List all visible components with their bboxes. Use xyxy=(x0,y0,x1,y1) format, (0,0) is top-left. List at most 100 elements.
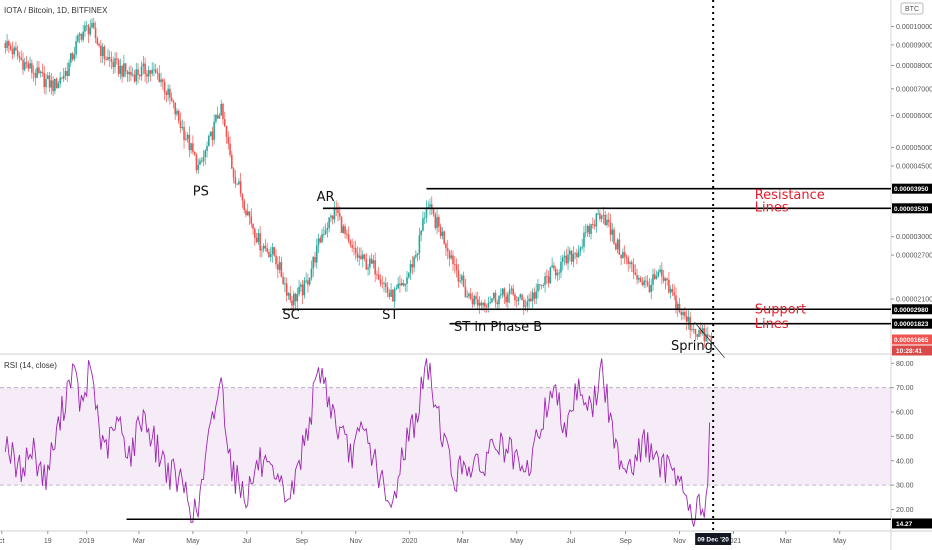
candle-body xyxy=(223,119,226,126)
candle-body xyxy=(531,292,534,302)
candle-body xyxy=(671,288,674,293)
candle-body xyxy=(565,255,568,264)
time-tick-label: May xyxy=(186,538,200,545)
time-tick-label: Jul xyxy=(242,538,251,545)
candle-body xyxy=(583,232,585,247)
candle-body xyxy=(386,287,389,293)
candle-body xyxy=(666,278,668,280)
price-tick-label: 0.00010000 xyxy=(896,24,932,31)
candle-body xyxy=(73,54,76,60)
candle-body xyxy=(457,270,460,282)
time-tick-label: May xyxy=(833,538,847,545)
candle-body xyxy=(36,67,38,78)
candle-body xyxy=(600,215,603,220)
candle-body xyxy=(31,63,33,73)
candle-body xyxy=(510,288,513,291)
candle-body xyxy=(349,240,352,246)
currency-badge[interactable]: BTC xyxy=(900,2,924,15)
annotation-label[interactable]: Lines xyxy=(755,317,789,332)
candle-body xyxy=(245,210,247,216)
candle-body xyxy=(395,288,398,290)
candle-body xyxy=(59,77,61,84)
candle-body xyxy=(211,131,214,140)
candle-body xyxy=(69,53,72,63)
candle-body xyxy=(356,253,359,258)
candle-body xyxy=(523,299,525,307)
candle-body xyxy=(220,104,223,116)
candle-body xyxy=(255,237,258,243)
annotation-label[interactable]: Spring xyxy=(671,339,713,354)
annotation-label[interactable]: Resistance xyxy=(755,188,825,203)
annotation-label[interactable]: PS xyxy=(193,184,209,199)
candle-body xyxy=(399,283,401,286)
candle-body xyxy=(261,249,263,251)
candle-body xyxy=(448,251,451,259)
candle-body xyxy=(96,38,99,45)
price-axis[interactable]: 0.00010000 0.00009000 0.00008000 0.00007000… xyxy=(891,24,932,356)
candle-body xyxy=(50,80,53,88)
candle-body xyxy=(153,69,155,71)
candle-body xyxy=(517,296,520,302)
candle-body xyxy=(112,61,115,68)
support-upper-badge-label: 0.00002980 xyxy=(894,307,929,314)
candle-body xyxy=(9,45,12,50)
annotation-label[interactable]: Lines xyxy=(755,200,789,215)
candle-body xyxy=(404,283,407,286)
candle-body xyxy=(232,168,235,178)
candle-body xyxy=(397,283,399,289)
candle-body xyxy=(117,59,120,74)
candle-body xyxy=(277,264,279,270)
candle-body xyxy=(8,41,10,46)
time-tick-label: Mar xyxy=(457,538,470,545)
support-upper-badge xyxy=(892,304,932,315)
candle-body xyxy=(487,302,490,308)
annotation-label[interactable]: ST in Phase B xyxy=(454,320,542,335)
candle-body xyxy=(340,216,343,234)
candle-body xyxy=(361,254,364,260)
rsi-pane[interactable] xyxy=(0,358,891,527)
date-cursor-marker: 09 Dec '20 xyxy=(695,0,732,545)
candle-body xyxy=(323,233,325,235)
candle-body xyxy=(123,63,125,77)
candle-body xyxy=(163,81,166,93)
candle-body xyxy=(165,92,168,95)
candle-body xyxy=(413,256,415,268)
candle-body xyxy=(505,296,507,303)
candle-body xyxy=(353,247,355,249)
candle-body xyxy=(699,330,702,334)
candle-body xyxy=(503,288,506,297)
candle-body xyxy=(142,63,145,67)
candle-body xyxy=(418,235,421,254)
rsi-axis[interactable]: 80.00 70.00 60.00 50.00 40.00 30.00 20.00 14.27 xyxy=(891,361,932,529)
candle-body xyxy=(553,265,555,269)
candle-body xyxy=(491,298,493,303)
annotation-label[interactable]: Support xyxy=(755,303,806,318)
candle-body xyxy=(18,56,21,58)
candle-body xyxy=(383,283,385,285)
time-tick-label: 2021 xyxy=(726,538,742,545)
candle-body xyxy=(379,279,382,284)
candle-body xyxy=(392,289,394,302)
candle-body xyxy=(225,125,228,137)
candle-body xyxy=(607,219,610,223)
annotation-label[interactable]: AR xyxy=(317,190,335,205)
candle-body xyxy=(638,277,640,280)
candle-body xyxy=(453,264,456,265)
candle-body xyxy=(475,296,477,300)
candle-body xyxy=(434,214,437,228)
candle-body xyxy=(360,255,362,260)
annotation-label[interactable]: SC xyxy=(282,308,299,323)
candle-body xyxy=(202,157,205,162)
candle-body xyxy=(498,295,500,305)
candle-body xyxy=(78,33,81,36)
candle-body xyxy=(645,280,647,282)
candle-body xyxy=(480,302,483,306)
candle-body xyxy=(4,42,7,49)
time-axis[interactable]: ct 19 2019 Mar May Jul Sep Nov 2020 Mar May Jul Sep N… xyxy=(0,531,847,545)
candle-body xyxy=(208,135,210,147)
candle-body xyxy=(611,229,614,235)
candle-body xyxy=(154,69,157,73)
annotation-label[interactable]: ST xyxy=(382,308,398,323)
